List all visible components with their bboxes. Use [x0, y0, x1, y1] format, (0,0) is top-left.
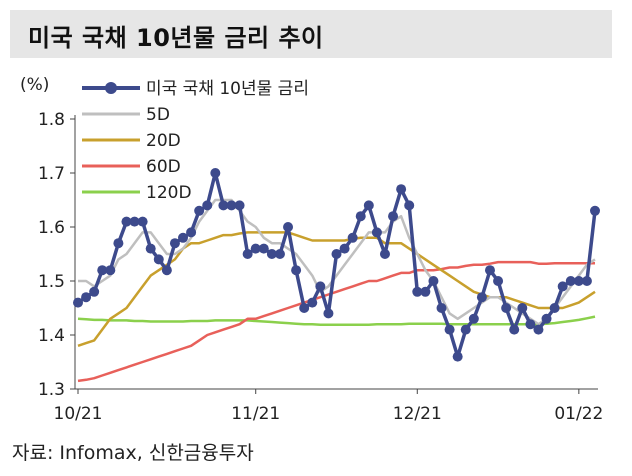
y-tick-label: 1.7	[38, 164, 65, 184]
data-point	[590, 205, 600, 216]
data-point	[388, 211, 399, 222]
legend-label-2: 20D	[146, 131, 181, 151]
data-point	[105, 265, 116, 276]
data-point	[89, 286, 100, 297]
data-point	[186, 227, 197, 238]
data-point	[581, 276, 592, 286]
data-point	[565, 276, 576, 286]
data-point	[549, 303, 560, 313]
data-point	[355, 211, 366, 222]
legend-label-4: 120D	[146, 183, 192, 203]
data-point	[444, 324, 455, 335]
series-line-4	[77, 315, 596, 326]
data-point	[315, 281, 326, 292]
data-point	[476, 292, 487, 303]
chart-title: 미국 국채 10년물 금리 추이	[28, 24, 324, 52]
y-unit-label: (%)	[20, 75, 49, 95]
data-point	[250, 243, 261, 254]
data-point	[573, 276, 584, 286]
data-point	[557, 281, 568, 292]
chart: 1.3 1.4 1.5 1.6 1.7 1.8 (%) 10/21 11/21 12/21 01/2…	[20, 75, 603, 424]
data-point	[234, 200, 245, 211]
data-point	[363, 200, 374, 211]
data-point	[258, 243, 269, 254]
data-point	[404, 200, 415, 211]
data-point	[420, 286, 431, 297]
data-point	[137, 216, 148, 227]
data-point	[129, 216, 140, 227]
x-tick-label: 12/21	[393, 404, 442, 424]
data-point	[161, 265, 172, 276]
data-point	[274, 249, 285, 259]
data-point	[266, 249, 277, 259]
data-point	[121, 216, 132, 227]
data-point	[412, 286, 423, 297]
data-point	[283, 222, 294, 232]
series-line-3	[77, 260, 595, 383]
data-point	[113, 238, 124, 249]
data-point	[242, 249, 253, 259]
data-point	[347, 232, 358, 243]
data-point	[323, 308, 334, 319]
data-point	[468, 313, 479, 324]
data-point	[291, 265, 302, 276]
source-note: 자료: Infomax, 신한금융투자	[12, 442, 254, 464]
title-bar: 미국 국채 10년물 금리 추이	[10, 10, 612, 58]
y-tick-label: 1.6	[38, 218, 65, 238]
data-point	[218, 200, 229, 211]
data-point	[97, 265, 108, 276]
x-tick-label: 01/22	[554, 404, 603, 424]
data-point	[484, 265, 495, 276]
data-point	[81, 292, 92, 303]
data-point	[226, 200, 237, 211]
data-point	[428, 276, 439, 286]
data-point	[299, 303, 310, 313]
data-point	[501, 303, 512, 313]
legend-label-0: 미국 국채 10년물 금리	[146, 79, 309, 99]
data-point	[210, 168, 221, 178]
data-point	[493, 276, 504, 286]
y-tick-label: 1.4	[38, 326, 65, 346]
data-point	[169, 238, 180, 249]
data-point	[331, 249, 342, 259]
data-point	[533, 324, 544, 335]
legend-label-3: 60D	[146, 157, 181, 177]
data-point	[452, 351, 463, 362]
y-tick-label: 1.5	[38, 272, 65, 292]
data-point	[194, 205, 205, 216]
data-point	[202, 200, 213, 211]
data-point	[436, 303, 447, 313]
data-point	[371, 227, 382, 238]
x-tick-label: 10/21	[54, 404, 103, 424]
data-point	[517, 303, 528, 313]
data-point	[509, 324, 520, 335]
data-point	[153, 254, 164, 265]
y-tick-label: 1.8	[38, 110, 65, 130]
data-point	[307, 297, 318, 308]
data-point	[396, 184, 407, 195]
legend-label-1: 5D	[146, 105, 170, 125]
x-tick-label: 11/21	[231, 404, 280, 424]
data-point	[379, 249, 390, 259]
data-point	[339, 243, 350, 254]
data-point	[145, 243, 156, 254]
data-point	[541, 313, 552, 324]
data-point	[178, 232, 189, 243]
data-point	[73, 297, 83, 308]
data-point	[460, 324, 471, 335]
y-tick-label: 1.3	[38, 380, 65, 400]
data-point	[525, 319, 536, 330]
legend-marker	[105, 82, 117, 94]
